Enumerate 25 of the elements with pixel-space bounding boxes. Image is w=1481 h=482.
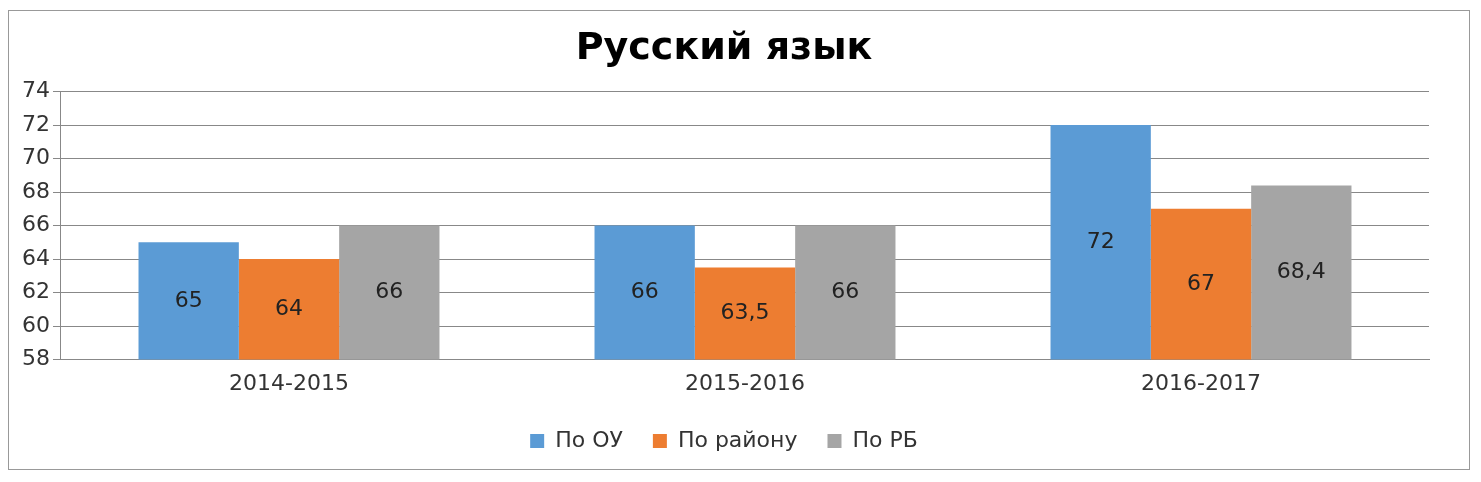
- data-label: 67: [1187, 269, 1215, 295]
- legend-label: По району: [677, 426, 798, 452]
- y-tick-label: 64: [21, 244, 50, 270]
- chart-title: Русский язык: [575, 23, 873, 68]
- data-label: 66: [630, 278, 659, 304]
- data-label: 66: [831, 278, 860, 304]
- data-label: 64: [275, 295, 303, 321]
- y-tick-label: 62: [21, 278, 50, 304]
- legend-label: По ОУ: [555, 426, 624, 452]
- y-tick-label: 66: [21, 211, 50, 237]
- y-tick-label: 72: [21, 110, 50, 136]
- y-tick-label: 58: [21, 345, 50, 371]
- data-label: 66: [375, 278, 404, 304]
- x-tick-label: 2016-2017: [1141, 369, 1261, 395]
- data-label: 63,5: [720, 299, 770, 325]
- y-tick-label: 60: [21, 311, 50, 337]
- x-tick-label: 2014-2015: [229, 369, 349, 395]
- y-tick-label: 70: [21, 144, 50, 170]
- data-label: 68,4: [1276, 258, 1326, 284]
- data-label: 72: [1086, 228, 1115, 254]
- data-label: 65: [174, 286, 203, 312]
- y-tick-label: 74: [21, 77, 50, 103]
- y-tick-label: 68: [21, 177, 50, 203]
- legend-label: По РБ: [852, 426, 918, 452]
- x-tick-label: 2015-2016: [685, 369, 805, 395]
